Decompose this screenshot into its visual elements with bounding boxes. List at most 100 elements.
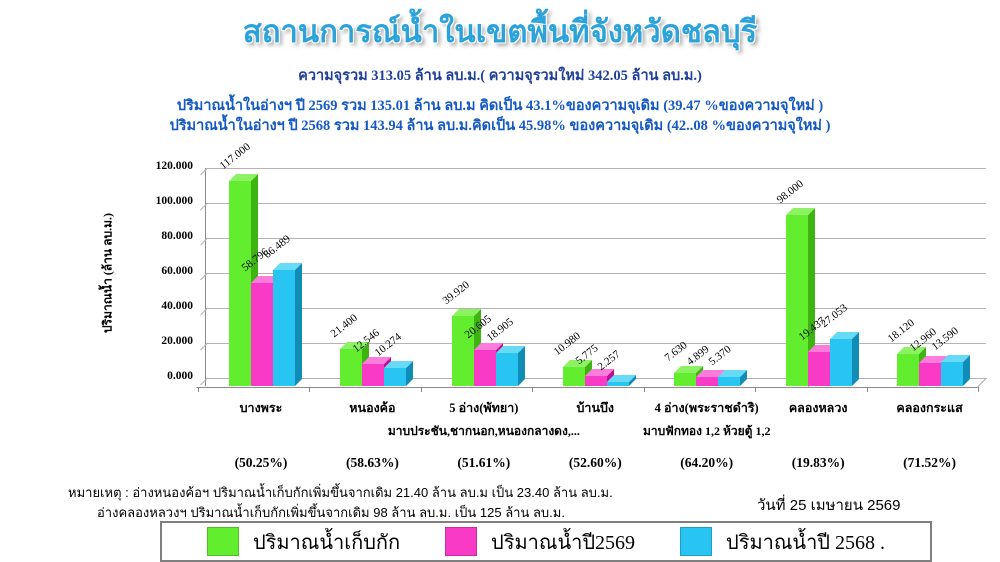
bar: 18.120	[886, 317, 920, 386]
bar: 98.000	[774, 177, 808, 386]
bar: 27.053	[818, 302, 852, 386]
percentage-label-text: (52.60%)	[568, 455, 622, 470]
bar: 117.000	[217, 141, 253, 386]
legend-label: ปริมาณน้ำเก็บกัก	[252, 531, 401, 554]
bar: 21.400	[329, 311, 363, 386]
category-label-text: บางพระ	[239, 401, 283, 415]
y-tick-label: 100.000	[155, 195, 193, 207]
y-tick-label: 0.000	[167, 370, 193, 382]
bar: 39.920	[440, 279, 474, 386]
category-label: คลองหลวง	[762, 398, 874, 418]
bar: 12.546	[351, 327, 385, 386]
bar-value-label: 39.920	[440, 279, 472, 308]
gridline	[206, 343, 986, 344]
note-line-1: หมายเหตุ : อ่างหนองค้อฯ ปริมาณน้ำเก็บกัก…	[68, 485, 613, 500]
bar-value-label: 98.000	[774, 177, 806, 206]
bar-value-label: 5.370	[707, 342, 734, 368]
y-axis-title: ปริมาณน้ำ (ล้าน ลบ.ม.)	[100, 213, 115, 333]
bar: 18.905	[484, 316, 518, 386]
category-label: 5 อ่าง(พัทยา)	[428, 398, 540, 418]
legend-item: ปริมาณน้ำเก็บกัก	[206, 526, 401, 558]
percentage-label-text: (71.52%)	[903, 455, 956, 470]
bar: 58.796	[239, 246, 273, 386]
percentage-label-text: (58.63%)	[345, 455, 399, 470]
category-label: คลองกระแส	[874, 398, 986, 418]
legend-swatch	[206, 527, 239, 556]
bar: 13.590	[930, 325, 964, 386]
percentage-label: (50.25%)	[205, 455, 317, 471]
percentage-label: (71.52%)	[874, 455, 986, 471]
bar: 10.274	[373, 331, 407, 386]
legend-label: ปริมาณน้ำปี 2568 .	[726, 531, 886, 554]
subtitle-year-2568: ปริมาณน้ำในอ่างฯ ปี 2568 รวม 143.94 ล้าน…	[169, 118, 831, 134]
percentage-label-text: (19.83%)	[791, 455, 845, 470]
x-axis-tick	[532, 387, 534, 392]
x-axis-tick	[866, 387, 868, 392]
page-title: สถานการณ์น้ำในเขตพื้นที่จังหวัดชลบุรี	[242, 14, 758, 49]
legend-item: ปริมาณน้ำปี2569	[445, 526, 635, 558]
bar: 5.775	[574, 342, 607, 386]
bar: 66.489	[261, 233, 295, 386]
category-label-text: คลองหลวง	[788, 401, 848, 415]
category-label-text: 4 อ่าง(พระราชดำริ)	[654, 401, 759, 415]
percentage-label: (64.20%)	[651, 455, 763, 471]
category-label: บางพระ	[205, 398, 317, 418]
x-axis-tick	[643, 387, 645, 392]
subtitle-year-2569: ปริมาณน้ำในอ่างฯ ปี 2569 รวม 135.01 ล้าน…	[176, 98, 824, 114]
category-sub-label: มาบฟักทอง 1,2 ห้วยตู้ 1,2	[643, 422, 770, 441]
percentage-label: (51.61%)	[428, 455, 540, 471]
percentage-label-text: (50.25%)	[234, 455, 288, 470]
bar-value-label: 66.489	[261, 232, 293, 261]
y-tick-label: 120.000	[155, 160, 193, 172]
gridline	[206, 203, 986, 204]
bar: 5.370	[707, 343, 741, 386]
category-label-text: บ้านบึง	[576, 401, 615, 415]
bar: 19.437	[796, 315, 830, 386]
legend-box: ปริมาณน้ำเก็บกัก ปริมาณน้ำปี2569 ปริมาณน้ำ…	[160, 521, 932, 562]
category-sub-label: มาบประชัน,ชากนอก,หนองกลางดง,...	[388, 422, 580, 441]
x-axis-tick	[420, 387, 422, 392]
y-tick-label: 20.000	[161, 335, 193, 347]
percentage-label: (19.83%)	[762, 455, 874, 471]
gridline	[206, 168, 986, 169]
y-tick-label: 60.000	[161, 265, 193, 277]
bar: 12.960	[908, 326, 942, 386]
bar-value-label: 27.053	[818, 301, 850, 330]
legend-swatch	[445, 527, 478, 556]
x-axis-tick	[309, 387, 311, 392]
note-line-2: อ่างคลองหลวงฯ ปริมาณน้ำเก็บกักเพิ่มขึ้นจ…	[97, 505, 565, 520]
category-label: บ้านบึง	[539, 398, 651, 418]
y-tick-label: 40.000	[161, 300, 193, 312]
legend-item: ปริมาณน้ำปี 2568 .	[680, 526, 885, 558]
category-label-text: หนองค้อ	[349, 401, 396, 415]
bar-value-label: 21.400	[328, 311, 360, 340]
percentage-label: (52.60%)	[539, 455, 651, 471]
category-label: หนองค้อ	[316, 398, 428, 418]
x-axis-tick	[755, 387, 757, 392]
bar: 10.980	[552, 330, 585, 386]
percentage-label-text: (64.20%)	[680, 455, 734, 470]
subtitle-total-capacity: ความจุรวม 313.05 ล้าน ลบ.ม.( ความจุรวมให…	[298, 68, 702, 84]
plot-area: 117.000 58.796 66.489 21.400 12.546 10.274 39.…	[196, 141, 987, 392]
x-axis-tick	[978, 387, 979, 392]
category-sub-label-text: มาบประชัน,ชากนอก,หนองกลางดง,...	[387, 424, 580, 438]
gridline	[206, 273, 986, 274]
category-sub-label-text: มาบฟักทอง 1,2 ห้วยตู้ 1,2	[642, 424, 771, 438]
bar: 7.630	[663, 339, 697, 386]
percentage-label: (58.63%)	[316, 455, 428, 471]
gridline	[206, 308, 986, 309]
percentage-label-text: (51.61%)	[457, 455, 511, 470]
bar: 2.257	[596, 348, 629, 386]
gridline	[206, 238, 986, 239]
y-tick-label: 80.000	[161, 230, 193, 242]
x-axis-tick	[198, 387, 199, 392]
legend-swatch	[680, 527, 712, 556]
bar: 4.899	[685, 344, 719, 386]
legend-label: ปริมาณน้ำปี2569	[491, 531, 636, 554]
chart: ปริมาณน้ำ (ล้าน ลบ.ม.) 120.000 100.000 80.…	[0, 141, 1000, 480]
category-label: 4 อ่าง(พระราชดำริ)	[651, 398, 763, 418]
date-label: วันที่ 25 เมษายน 2569	[757, 497, 901, 514]
category-label-text: คลองกระแส	[896, 401, 963, 415]
category-label-text: 5 อ่าง(พัทยา)	[449, 401, 519, 415]
